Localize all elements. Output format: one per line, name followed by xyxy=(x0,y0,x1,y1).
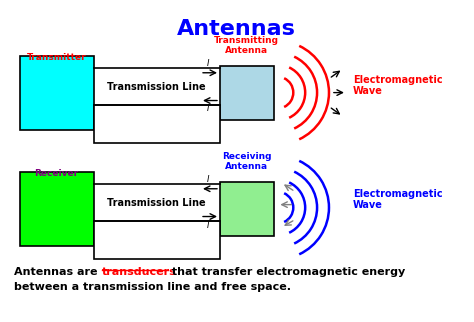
Text: I: I xyxy=(207,59,210,68)
Text: Electromagnetic
Wave: Electromagnetic Wave xyxy=(353,189,442,211)
Bar xyxy=(220,66,274,120)
Bar xyxy=(94,106,220,143)
Text: I: I xyxy=(207,175,210,184)
Bar xyxy=(220,182,274,236)
Bar xyxy=(19,56,94,130)
Text: that transfer electromagnetic energy: that transfer electromagnetic energy xyxy=(168,267,406,277)
Bar xyxy=(19,172,94,246)
Text: Receiver: Receiver xyxy=(34,169,78,178)
Text: Receiving
Antenna: Receiving Antenna xyxy=(222,152,272,172)
Text: between a transmission line and free space.: between a transmission line and free spa… xyxy=(14,282,291,292)
Text: Antennas: Antennas xyxy=(177,19,296,39)
Text: I: I xyxy=(207,221,210,230)
Text: transducers: transducers xyxy=(102,267,177,277)
Text: Transmission Line: Transmission Line xyxy=(107,198,206,208)
Text: Transmitting
Antenna: Transmitting Antenna xyxy=(214,36,279,55)
Text: Transmission Line: Transmission Line xyxy=(107,82,206,92)
Text: Electromagnetic
Wave: Electromagnetic Wave xyxy=(353,75,442,97)
Bar xyxy=(94,222,220,259)
Text: I: I xyxy=(207,104,210,113)
Text: Transmitter: Transmitter xyxy=(27,53,86,62)
Text: Antennas are: Antennas are xyxy=(14,267,101,277)
